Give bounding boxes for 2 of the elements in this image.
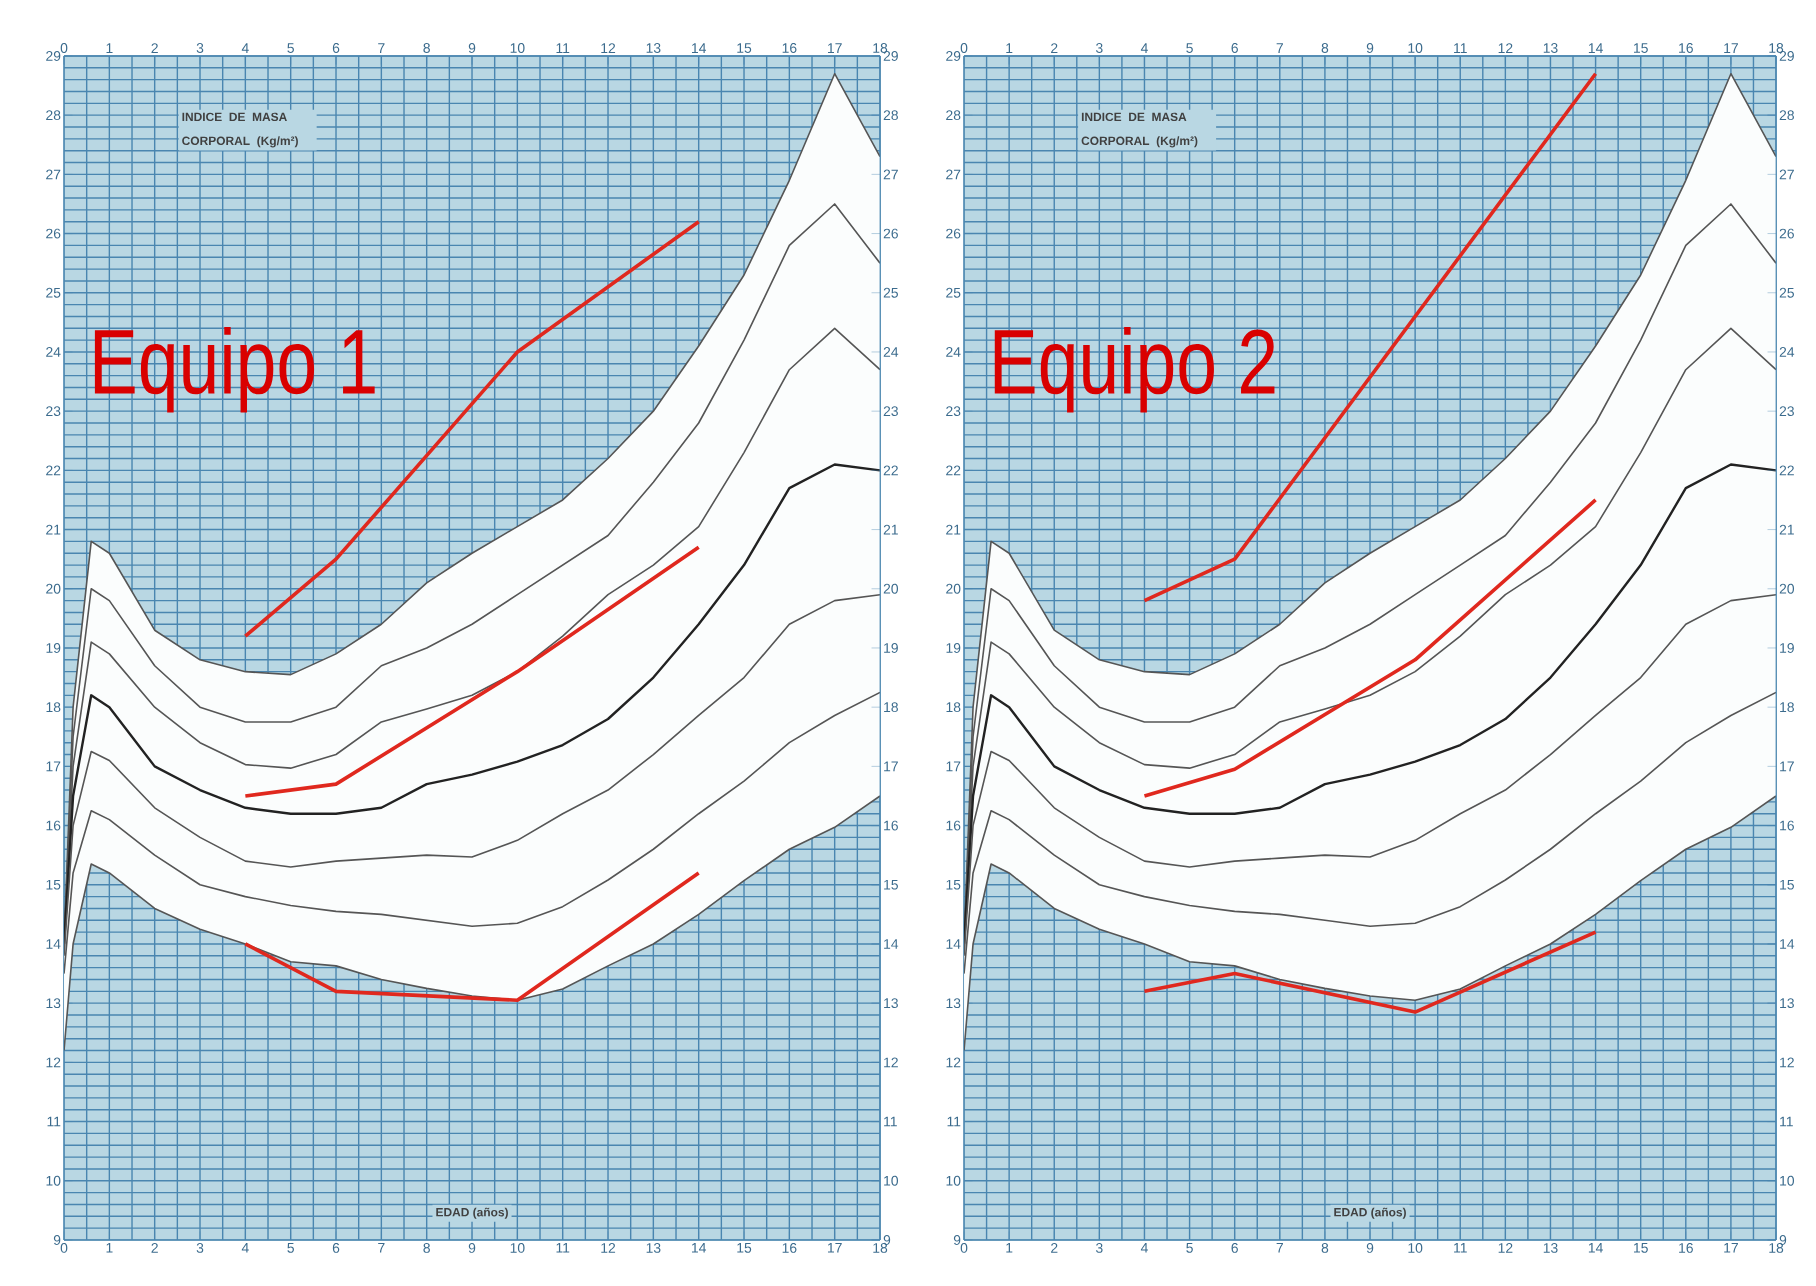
- text: Equipo 2: [994, 327, 1275, 413]
- text: Equipo 1: [94, 327, 375, 413]
